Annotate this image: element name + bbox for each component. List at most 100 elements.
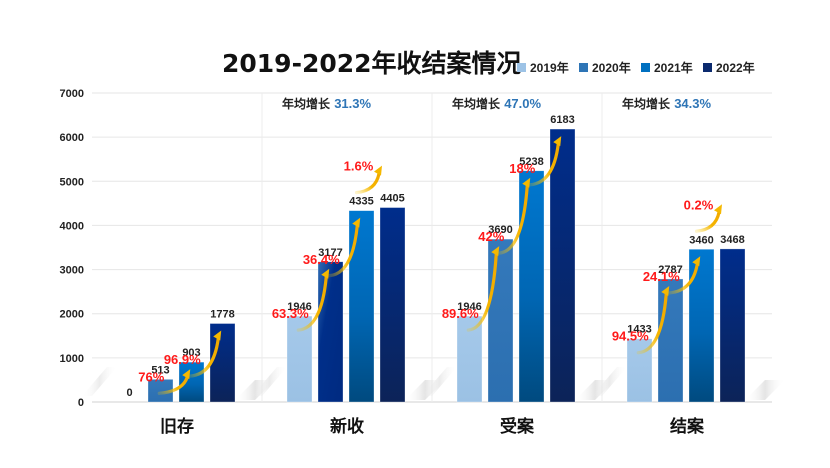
growth-arrow	[327, 224, 359, 278]
arrow-head	[491, 246, 500, 257]
arrow-head	[182, 369, 191, 380]
arrow-head	[714, 204, 722, 215]
data-label: 513	[151, 364, 169, 376]
data-label: 1946	[457, 301, 481, 313]
bar	[379, 207, 406, 403]
cagr-annotation: 年均增长 34.3%	[622, 96, 711, 111]
bar-shadow	[422, 367, 457, 396]
growth-label: 1.6%	[344, 159, 374, 174]
cagr-label: 年均增长	[452, 96, 504, 111]
growth-arrow	[636, 292, 668, 355]
legend-swatch	[641, 63, 650, 72]
bar	[657, 278, 684, 403]
legend-label: 2022年	[716, 60, 755, 75]
x-axis: 旧存 新收 受案 结案	[160, 416, 705, 437]
y-tick-label: 7000	[60, 88, 84, 100]
growth-arrow	[528, 142, 560, 187]
bars	[147, 128, 746, 403]
cagr-label: 年均增长	[622, 96, 674, 111]
x-category-label: 新收	[330, 416, 364, 437]
growth-label: 36.4%	[303, 252, 340, 267]
growth-label: 89.6%	[442, 306, 479, 321]
data-label: 4405	[380, 193, 404, 205]
arrow-head	[352, 217, 361, 228]
data-label: 1433	[627, 324, 651, 336]
arrow-head	[213, 330, 222, 341]
data-label: 3468	[720, 234, 744, 246]
bar-shadow	[82, 367, 117, 396]
bar-shadow	[252, 367, 287, 396]
y-tick-label: 4000	[60, 220, 84, 232]
y-tick-label: 2000	[60, 309, 84, 321]
arrow-head	[553, 136, 562, 147]
arrow-head	[692, 256, 701, 267]
cagr-annotations: 年均增长 31.3% 年均增长 47.0% 年均增长 34.3%	[282, 96, 711, 111]
value-labels: 0 513 903 1778 1946 3177 4335 4405 1946 3690 5238 6…	[126, 114, 744, 399]
growth-label: 76%	[138, 369, 164, 384]
growth-arrow	[667, 262, 699, 295]
growth-arrow	[466, 252, 498, 332]
chart-title: 2019-2022年收结案情况	[222, 49, 522, 78]
legend-swatch	[579, 63, 588, 72]
growth-arrow	[497, 184, 529, 255]
y-tick-label: 3000	[60, 265, 84, 277]
growth-label: 96.9%	[164, 352, 201, 367]
data-label: 4335	[349, 196, 373, 208]
cagr-label: 年均增长	[282, 96, 334, 111]
data-label: 0	[126, 387, 132, 399]
data-label: 5238	[519, 156, 543, 168]
bar	[487, 238, 514, 403]
cagr-value: 34.3%	[674, 96, 711, 111]
data-label: 1778	[210, 309, 234, 321]
growth-arrows: 76%96.9% 63.3% 36.4% 1.6% 89.6% 42% 18% 94.5% 24…	[138, 136, 722, 395]
arrow-head	[522, 177, 531, 188]
y-axis: 0 1000 2000 3000 4000 5000 6000 7000	[60, 88, 84, 409]
cagr-annotation: 年均增长 31.3%	[282, 96, 371, 111]
x-category-label: 受案	[500, 416, 535, 437]
cagr-value: 47.0%	[504, 96, 541, 111]
growth-label: 63.3%	[272, 306, 309, 321]
growth-arrow	[354, 172, 381, 195]
growth-label: 94.5%	[612, 329, 649, 344]
bar	[178, 361, 205, 403]
x-category-label: 旧存	[160, 416, 194, 437]
data-label: 1946	[287, 301, 311, 313]
cagr-annotation: 年均增长 47.0%	[452, 96, 541, 111]
gridlines	[92, 92, 772, 403]
growth-label: 42%	[478, 229, 504, 244]
bar	[518, 170, 545, 403]
arrow-head	[321, 268, 330, 279]
growth-arrow	[694, 210, 721, 233]
bar	[549, 128, 576, 403]
legend-label: 2021年	[654, 60, 693, 75]
bar-shadow	[745, 380, 785, 400]
bar	[317, 261, 344, 403]
bar	[209, 323, 236, 403]
bar	[688, 248, 715, 403]
bar	[719, 248, 746, 403]
cagr-value: 31.3%	[334, 96, 371, 111]
data-label: 2787	[658, 264, 682, 276]
y-tick-label: 0	[78, 397, 84, 409]
growth-label: 18%	[509, 161, 535, 176]
legend-swatch	[703, 63, 712, 72]
data-label: 3460	[689, 234, 713, 246]
legend-label: 2020年	[592, 60, 631, 75]
growth-arrow	[296, 275, 328, 332]
data-label: 3177	[318, 247, 342, 259]
legend-label: 2019年	[530, 60, 569, 75]
bar-shadow	[592, 367, 627, 396]
y-tick-label: 6000	[60, 132, 84, 144]
growth-arrow	[157, 375, 189, 395]
legend: 2019年 2020年 2021年 2022年	[517, 60, 755, 75]
bar	[348, 210, 375, 403]
growth-label: 24.1%	[643, 269, 680, 284]
legend-swatch	[517, 63, 526, 72]
growth-label: 0.2%	[684, 197, 714, 212]
x-category-label: 结案	[670, 416, 705, 437]
data-label: 6183	[550, 114, 574, 126]
arrow-head	[374, 165, 382, 176]
growth-arrow	[188, 336, 220, 378]
data-label: 903	[182, 347, 200, 359]
